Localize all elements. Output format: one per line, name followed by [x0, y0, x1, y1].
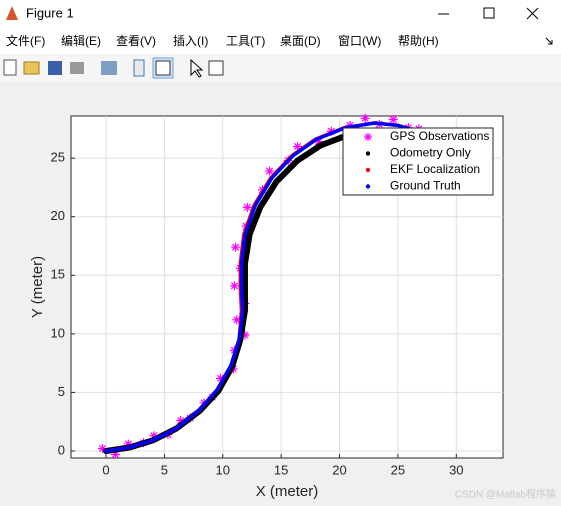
gps-point — [360, 113, 370, 123]
menu-item[interactable]: 查看(V) — [116, 34, 156, 48]
x-tick-label: 0 — [102, 462, 109, 477]
menu-item[interactable]: 窗口(W) — [338, 34, 381, 48]
gps-point — [176, 416, 186, 426]
legend-label: Odometry Only — [390, 146, 471, 160]
menu-item[interactable]: 帮助(H) — [398, 34, 439, 48]
y-tick-label: 0 — [58, 442, 65, 457]
app-icon — [6, 6, 18, 20]
gps-point — [240, 330, 250, 340]
maximize[interactable] — [483, 7, 495, 19]
menu-item[interactable]: 桌面(D) — [280, 34, 321, 48]
menu-item[interactable]: 文件(F) — [6, 33, 45, 48]
y-tick-label: 25 — [51, 150, 65, 165]
tool-open[interactable] — [23, 61, 40, 75]
tool-print[interactable] — [70, 62, 84, 74]
tool-link[interactable] — [101, 61, 117, 75]
trajectory — [104, 121, 424, 453]
gps-point — [293, 141, 303, 151]
x-tick-label: 5 — [161, 462, 168, 477]
gps-point — [264, 166, 274, 176]
tool-property[interactable] — [208, 60, 224, 76]
x-tick-label: 20 — [332, 462, 346, 477]
title-bar — [0, 0, 561, 28]
menu-item[interactable]: 编辑(E) — [61, 33, 101, 48]
gps-point — [110, 449, 120, 459]
gps-point — [232, 315, 242, 325]
x-tick-label: 30 — [449, 462, 463, 477]
gps-point — [231, 242, 241, 252]
legend-marker — [365, 184, 371, 189]
gps-point — [229, 281, 239, 291]
y-tick-label: 20 — [51, 208, 65, 223]
toolbar — [0, 54, 561, 82]
x-tick-label: 25 — [391, 462, 405, 477]
gps-point — [123, 439, 133, 449]
y-axis-label: Y (meter) — [29, 256, 46, 318]
legend-marker — [364, 133, 372, 141]
legend-label: Ground Truth — [390, 179, 461, 193]
x-tick-label: 10 — [216, 462, 230, 477]
menu-bar — [0, 28, 561, 54]
legend: GPS Observations Odometry Only EKF Localiz… — [342, 127, 494, 196]
tool-pointer[interactable] — [190, 58, 204, 78]
menu-item[interactable]: 工具(T) — [226, 34, 265, 48]
window-title: Figure 1 — [26, 5, 74, 20]
legend-label: GPS Observations — [390, 129, 489, 143]
tool-legend[interactable] — [155, 60, 171, 76]
gps-point — [98, 444, 108, 454]
plot: 0 5 10 15 20 25 30 0 5 10 15 20 25 GPS Observations Od… — [51, 113, 503, 477]
legend-marker — [365, 167, 371, 173]
close[interactable] — [526, 7, 539, 20]
x-axis-label: X (meter) — [256, 483, 319, 500]
legend-marker — [365, 151, 371, 156]
toolbar-icons — [3, 57, 224, 79]
watermark: CSDN @Matlab程序猿 — [455, 488, 556, 501]
gps-point — [388, 115, 398, 125]
menu-arrow[interactable] — [545, 37, 553, 45]
y-tick-label: 15 — [51, 267, 65, 282]
menu-items: 文件(F) 编辑(E) 查看(V) 插入(I) 工具(T) 桌面(D) 窗口(W) 帮助(H) — [6, 33, 439, 48]
y-tick-label: 10 — [51, 325, 65, 340]
y-tick-label: 5 — [58, 384, 65, 399]
tool-save[interactable] — [48, 61, 62, 75]
tool-new[interactable] — [3, 59, 17, 76]
legend-label: EKF Localization — [390, 162, 480, 176]
tool-colorbar[interactable] — [133, 59, 145, 77]
gps-point — [149, 431, 159, 441]
gps-point — [215, 373, 225, 383]
x-tick-label: 15 — [274, 462, 288, 477]
gps-point — [242, 202, 252, 212]
gps-point — [314, 137, 324, 147]
menu-item[interactable]: 插入(I) — [173, 34, 208, 48]
